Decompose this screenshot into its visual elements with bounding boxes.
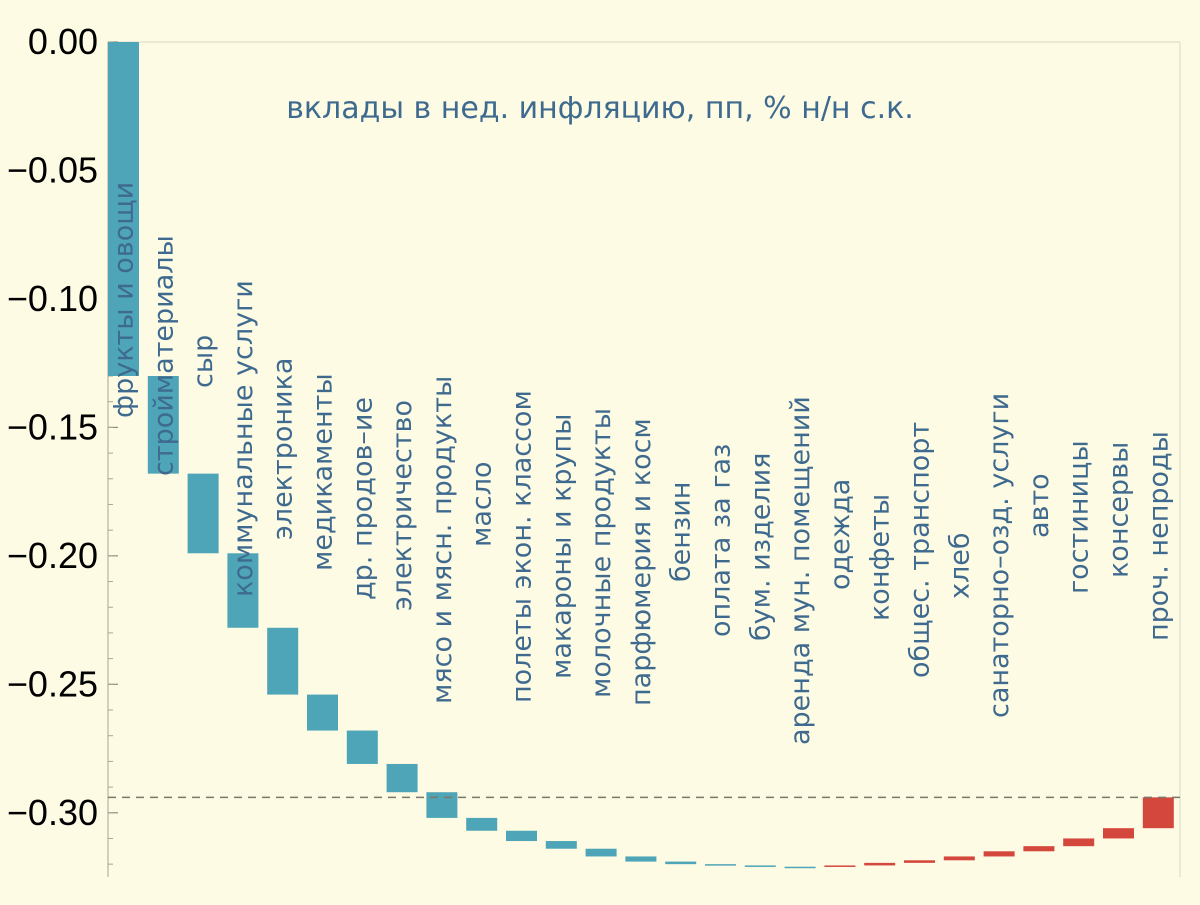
waterfall-bar: [307, 694, 338, 731]
category-label: конфеты: [865, 494, 896, 621]
category-label: др. продов–ие: [347, 397, 378, 600]
y-axis: 0.00 −0.05 −0.10 −0.15 −0.20 −0.25 −0.30: [7, 21, 118, 877]
category-label: электроника: [268, 358, 299, 540]
waterfall-bar: [864, 862, 896, 866]
bars: [108, 42, 1174, 869]
y-tick-label: −0.25: [7, 663, 98, 704]
waterfall-bar: [665, 861, 697, 865]
category-label: электричество: [387, 400, 418, 611]
category-label: авто: [1024, 473, 1055, 538]
waterfall-bar: [1063, 838, 1095, 847]
waterfall-bar: [1023, 846, 1055, 852]
waterfall-bar: [943, 856, 975, 861]
waterfall-bar: [346, 730, 378, 764]
category-label: оплата за газ: [706, 444, 737, 637]
waterfall-bar: [1103, 828, 1134, 839]
category-label: хлеб: [944, 532, 975, 599]
category-label: полеты экон. классом: [507, 390, 538, 703]
category-label: общес. транспорт: [905, 422, 936, 678]
category-label: консервы: [1104, 442, 1135, 578]
waterfall-bar: [187, 473, 219, 554]
category-label: макароны и крупы: [546, 413, 577, 679]
waterfall-bar: [983, 851, 1015, 857]
category-label: гостиницы: [1064, 440, 1095, 594]
waterfall-bar: [108, 42, 139, 376]
waterfall-bar: [705, 864, 736, 866]
y-tick-label: −0.05: [7, 149, 98, 190]
category-label: парфюмерия и косм: [626, 418, 657, 706]
waterfall-bar: [506, 830, 537, 842]
category-label: молочные продукты: [586, 408, 617, 698]
category-label: проч. непроды: [1143, 431, 1174, 641]
category-label: санаторно–озд. услуги: [984, 393, 1015, 718]
category-label: медикаменты: [308, 373, 339, 571]
waterfall-bar: [904, 860, 935, 863]
waterfall-bar: [227, 553, 259, 628]
waterfall-bar: [466, 817, 498, 831]
waterfall-bar: [625, 856, 657, 862]
category-label: фрукты и овощи: [109, 182, 140, 418]
category-label: бензин: [666, 482, 697, 582]
y-tick-label: 0.00: [28, 21, 98, 62]
category-label: сыр: [188, 335, 219, 388]
y-tick-label: −0.20: [7, 535, 98, 576]
category-label: мясо и мясн. продукты: [427, 376, 458, 704]
waterfall-bar: [147, 376, 179, 474]
y-tick-label: −0.15: [7, 406, 98, 447]
category-label: бум. изделия: [745, 453, 776, 641]
category-label: стройматериалы: [148, 235, 179, 476]
category-label: одежда: [825, 479, 856, 590]
waterfall-bar: [1142, 797, 1174, 829]
category-label: аренда мун. помещений: [785, 396, 816, 745]
waterfall-bar: [585, 848, 617, 857]
category-label: масло: [467, 461, 498, 547]
chart-title: вклады в нед. инфляцию, пп, % н/н с.к.: [286, 91, 914, 126]
category-label: коммунальные услуги: [228, 280, 259, 597]
waterfall-bar: [824, 865, 856, 867]
waterfall-bar: [267, 627, 299, 695]
waterfall-bar: [426, 792, 458, 818]
y-tick-label: −0.30: [7, 792, 98, 833]
waterfall-bar: [386, 763, 418, 793]
waterfall-bar: [545, 841, 577, 849]
waterfall-bar: [784, 866, 816, 869]
waterfall-bar: [744, 865, 776, 867]
plot-frame: [108, 41, 1181, 877]
category-labels: фрукты и овощи стройматериалы сыр коммуналь…: [109, 182, 1175, 745]
y-tick-label: −0.10: [7, 278, 98, 319]
